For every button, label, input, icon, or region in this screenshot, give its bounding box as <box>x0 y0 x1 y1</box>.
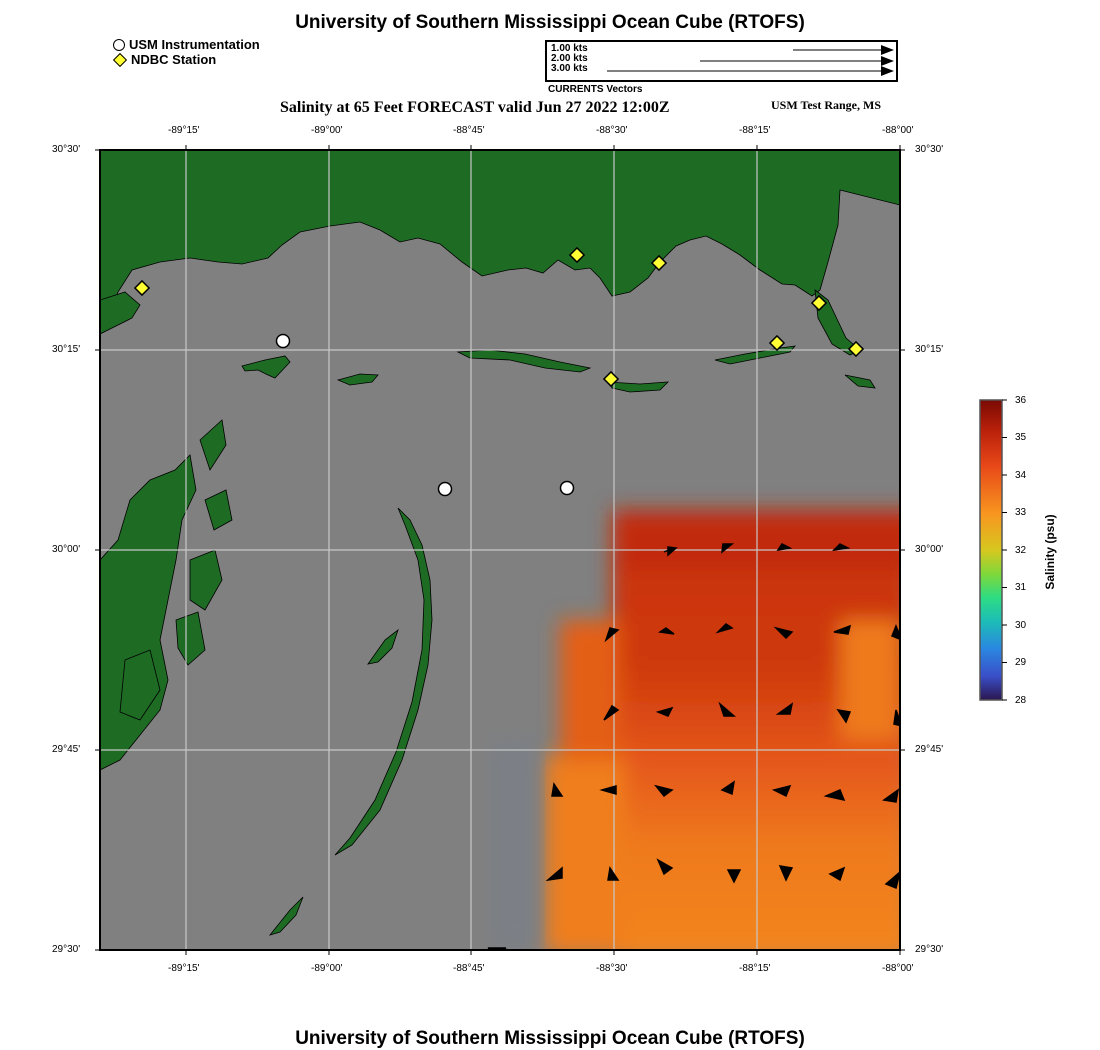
lon-label-bottom: -88°00' <box>882 963 914 974</box>
chandeleur-islands <box>334 507 433 856</box>
usm-circle-icon <box>113 38 125 51</box>
ndbc-station-marker[interactable] <box>602 370 620 388</box>
ndbc-station-marker[interactable] <box>810 294 828 312</box>
lon-label-top: -89°15' <box>168 125 200 136</box>
ndbc-legend-label: NDBC Station <box>131 52 217 67</box>
usm-stations <box>275 333 575 497</box>
vector-scale-1: 1.00 kts <box>551 43 588 54</box>
lon-label-bottom: -88°30' <box>596 963 628 974</box>
lon-label-top: -88°30' <box>596 125 628 136</box>
colorbar-tick: 35 <box>1015 432 1027 443</box>
petit-bois-island <box>607 381 670 393</box>
lat-label-left: 30°00' <box>52 544 81 555</box>
lon-label-top: -89°00' <box>311 125 343 136</box>
colorbar-tick: 31 <box>1015 582 1027 593</box>
lat-label-right: 30°00' <box>915 544 944 555</box>
lon-label-top: -88°45' <box>453 125 485 136</box>
lon-label-top: -88°00' <box>882 125 914 136</box>
lat-label-right: 30°30' <box>915 144 944 155</box>
louisiana-marsh <box>100 419 233 771</box>
salinity-colorbar <box>979 399 1007 701</box>
lat-label-right: 29°30' <box>915 944 944 955</box>
graticule <box>100 150 900 950</box>
vector-scale-arrows <box>607 45 894 76</box>
usm-legend-label: USM Instrumentation <box>129 37 260 52</box>
map-ticks <box>95 145 905 955</box>
lat-label-right: 29°45' <box>915 744 944 755</box>
ndbc-legend-item: NDBC Station <box>112 52 217 67</box>
current-vectors <box>487 543 900 950</box>
lon-label-top: -88°15' <box>739 125 771 136</box>
vector-caption: CURRENTS Vectors <box>548 84 643 95</box>
colorbar-tick: 36 <box>1015 395 1027 406</box>
ndbc-station-marker[interactable] <box>847 340 865 358</box>
cat-island <box>241 355 291 379</box>
colorbar-tick: 30 <box>1015 620 1027 631</box>
lon-label-bottom: -89°00' <box>311 963 343 974</box>
vector-scale-2: 2.00 kts <box>551 53 588 64</box>
ndbc-station-marker[interactable] <box>133 279 151 297</box>
map-subtitle: Salinity at 65 Feet FORECAST valid Jun 2… <box>280 99 670 116</box>
usm-legend-item: USM Instrumentation <box>113 37 260 52</box>
ndbc-station-marker[interactable] <box>568 246 586 264</box>
page-title: University of Southern Mississippi Ocean… <box>295 12 805 33</box>
lon-label-bottom: -88°15' <box>739 963 771 974</box>
footer-title: University of Southern Mississippi Ocean… <box>295 1028 805 1049</box>
colorbar-tick: 28 <box>1015 695 1027 706</box>
lat-label-left: 29°30' <box>52 944 81 955</box>
colorbar-tick: 29 <box>1015 657 1027 668</box>
vector-scale-box: 1.00 kts 2.00 kts 3.00 kts <box>545 40 898 82</box>
lat-label-left: 30°15' <box>52 344 81 355</box>
colorbar-label: Salinity (psu) <box>1043 514 1057 590</box>
ship-island <box>336 373 379 386</box>
lat-label-left: 30°30' <box>52 144 81 155</box>
usm-station-marker[interactable] <box>275 333 291 349</box>
lat-label-left: 29°45' <box>52 744 81 755</box>
lon-label-bottom: -89°15' <box>168 963 200 974</box>
ndbc-station-marker[interactable] <box>768 334 786 352</box>
lon-label-bottom: -88°45' <box>453 963 485 974</box>
usm-station-marker[interactable] <box>559 480 575 496</box>
ndbc-station-marker[interactable] <box>650 254 668 272</box>
vector-scale-3: 3.00 kts <box>551 63 588 74</box>
lat-label-right: 30°15' <box>915 344 944 355</box>
colorbar-tick: 33 <box>1015 507 1027 518</box>
salinity-field <box>545 510 900 950</box>
ndbc-stations <box>133 246 865 388</box>
mainland-coast <box>100 150 900 336</box>
colorbar-tick: 32 <box>1015 545 1027 556</box>
horn-island <box>456 349 592 373</box>
usm-station-marker[interactable] <box>437 481 453 497</box>
colorbar-tick: 34 <box>1015 470 1027 481</box>
range-label: USM Test Range, MS <box>771 98 882 112</box>
